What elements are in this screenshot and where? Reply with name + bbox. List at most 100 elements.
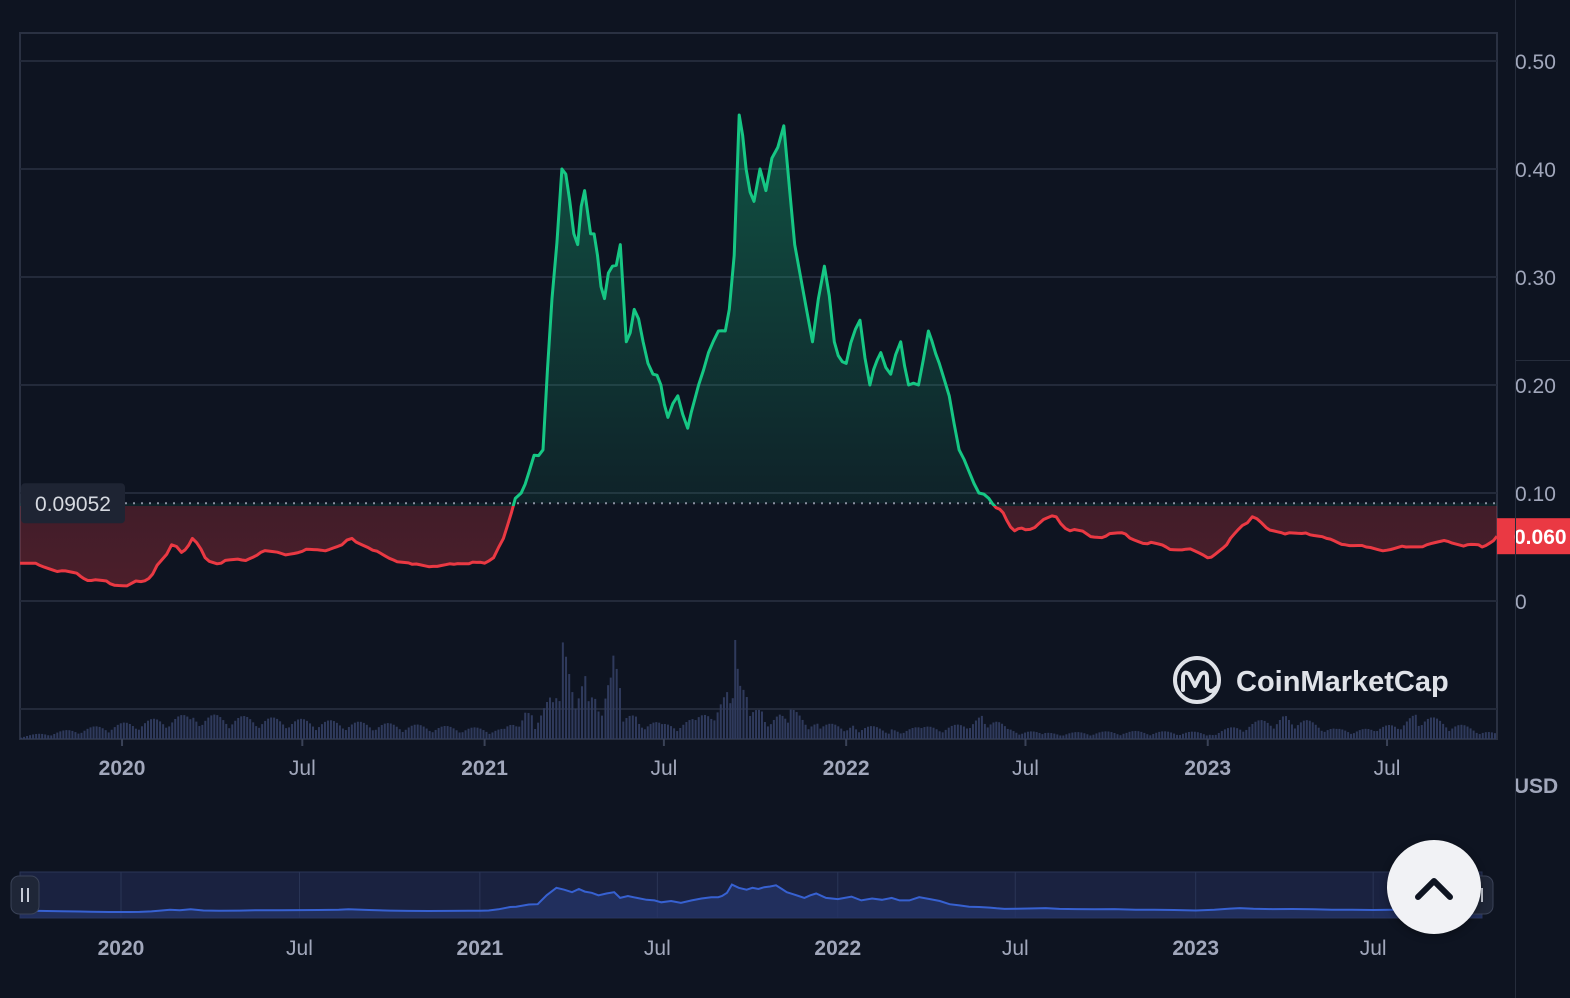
volume-bar — [359, 721, 362, 739]
volume-bar — [225, 723, 228, 739]
volume-bar — [969, 728, 972, 739]
range-navigator[interactable]: 2020 Jul 2021 Jul 2022 Jul 2023 Jul — [10, 871, 1494, 960]
volume-bar — [1379, 728, 1382, 739]
volume-bar — [837, 726, 840, 739]
volume-bar — [1074, 732, 1077, 739]
volume-bar — [950, 725, 953, 739]
volume-bar — [26, 735, 29, 739]
volume-bar — [700, 715, 703, 739]
volume-bar — [1158, 731, 1161, 739]
navigator-x-label: 2020 — [98, 937, 145, 960]
volume-bar — [446, 726, 449, 739]
volume-bar — [899, 733, 902, 739]
volume-bar — [1484, 732, 1487, 739]
navigator-x-label: Jul — [644, 937, 671, 960]
volume-bar — [449, 726, 452, 739]
volume-bar — [643, 729, 646, 739]
volume-bar — [828, 723, 831, 739]
volume-bar — [1134, 730, 1137, 739]
volume-bar — [503, 728, 506, 739]
volume-bar — [679, 728, 682, 739]
volume-bar — [584, 676, 587, 739]
volume-bar — [974, 720, 977, 739]
volume-bar — [1347, 732, 1350, 739]
volume-bar — [1104, 731, 1107, 739]
volume-bar — [276, 718, 279, 739]
volume-bar — [1382, 726, 1385, 739]
volume-bar — [1423, 721, 1426, 739]
volume-bar — [878, 728, 881, 739]
volume-bar — [1170, 732, 1173, 739]
volume-bar — [1355, 731, 1358, 739]
volume-bar — [1257, 720, 1260, 739]
volume-bar — [1305, 720, 1308, 739]
volume-bar — [243, 716, 246, 739]
volume-bar — [792, 709, 795, 739]
volume-bar — [389, 723, 392, 739]
volume-bar — [300, 718, 303, 739]
reference-price-label: 0.09052 — [35, 493, 111, 516]
volume-bar — [80, 732, 83, 739]
volume-bar — [704, 714, 707, 739]
volume-bar — [1029, 731, 1032, 739]
volume-bar — [177, 716, 180, 739]
volume-bar — [189, 719, 192, 739]
volume-bar — [594, 698, 597, 739]
volume-bar — [1095, 733, 1098, 739]
volume-bar — [1272, 728, 1275, 739]
volume-bar — [638, 723, 641, 739]
x-tick-label: 2022 — [823, 757, 870, 780]
volume-bar — [350, 724, 353, 739]
volume-bar — [1236, 728, 1239, 739]
volume-bar — [597, 711, 600, 739]
volume-bar — [734, 639, 737, 739]
volume-bar — [749, 715, 752, 739]
volume-bar — [210, 715, 213, 739]
chevron-up-icon — [1415, 878, 1453, 900]
volume-bar — [1032, 731, 1035, 739]
volume-bar — [719, 704, 722, 739]
volume-bar — [62, 730, 65, 739]
price-line-above — [511, 113, 997, 506]
volume-bars — [20, 639, 1496, 739]
volume-bar — [1341, 729, 1344, 739]
volume-bar — [1092, 734, 1095, 739]
volume-bar — [986, 727, 989, 739]
volume-bar — [434, 729, 437, 739]
volume-bar — [1077, 732, 1080, 739]
volume-bar — [962, 726, 965, 739]
volume-bar — [1260, 720, 1263, 739]
volume-bar — [101, 728, 104, 739]
navigator-x-label: 2022 — [814, 937, 861, 960]
volume-bar — [32, 734, 35, 739]
volume-bar — [1454, 726, 1457, 739]
volume-bar — [1352, 733, 1355, 739]
volume-bar — [555, 698, 558, 739]
volume-bar — [959, 725, 962, 739]
volume-bar — [338, 725, 341, 739]
volume-bar — [1187, 731, 1190, 739]
volume-bar — [1335, 728, 1338, 739]
x-tick-label: Jul — [650, 757, 677, 780]
volume-bar — [1481, 732, 1484, 739]
volume-bar — [143, 723, 146, 739]
volume-bar — [983, 723, 986, 739]
volume-bar — [395, 726, 398, 739]
volume-bar — [551, 702, 554, 739]
volume-bar — [314, 730, 317, 739]
volume-bar — [1024, 732, 1027, 739]
volume-bar — [1466, 726, 1469, 739]
navigator-left-handle[interactable] — [10, 875, 40, 915]
volume-bar — [213, 714, 216, 739]
volume-bar — [1217, 732, 1220, 739]
volume-bar — [846, 730, 849, 739]
current-price-badge — [1497, 518, 1570, 555]
volume-bar — [1414, 714, 1417, 739]
volume-bar — [186, 716, 189, 739]
scroll-to-top-button[interactable] — [1387, 840, 1481, 934]
volume-bar — [775, 716, 778, 739]
volume-bar — [615, 668, 618, 739]
volume-bar — [872, 726, 875, 739]
volume-bar — [320, 724, 323, 739]
